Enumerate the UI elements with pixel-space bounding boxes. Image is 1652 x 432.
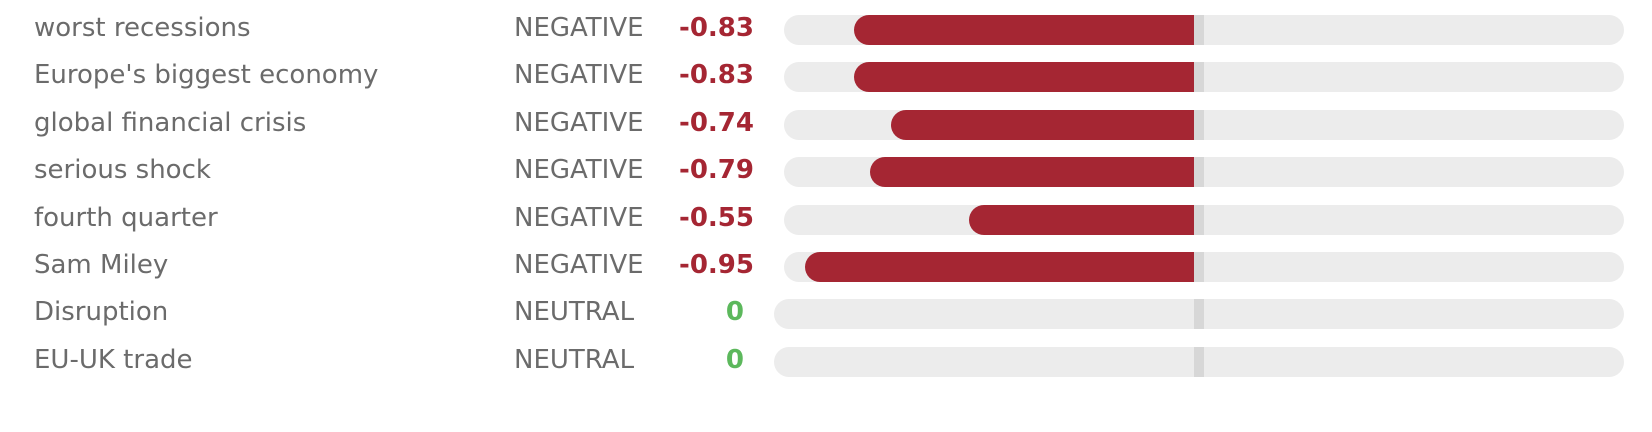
score-bar-fill — [804, 251, 1194, 282]
entity-row: global financial crisis NEGATIVE -0.74 — [0, 100, 1652, 147]
score-bar-track — [784, 15, 1624, 45]
score-bar-fill — [870, 157, 1194, 188]
score-bar-track — [774, 299, 1624, 330]
sentiment-label: NEGATIVE — [514, 202, 644, 233]
entity-row: serious shock NEGATIVE -0.79 — [0, 147, 1652, 194]
score-bar-zero-marker — [1194, 157, 1204, 188]
entity-term: worst recessions — [34, 13, 251, 43]
sentiment-label: NEGATIVE — [514, 107, 644, 138]
score-bar-fill — [853, 62, 1194, 93]
entity-row: fourth quarter NEGATIVE -0.55 — [0, 195, 1652, 242]
entity-row: Europe's biggest economy NEGATIVE -0.83 — [0, 52, 1652, 99]
sentiment-score: -0.74 — [679, 107, 754, 138]
score-bar-fill — [890, 109, 1194, 140]
entity-term: Europe's biggest economy — [34, 60, 379, 91]
score-bar-fill — [853, 15, 1194, 45]
entity-row: Disruption NEUTRAL 0 — [0, 289, 1652, 336]
sentiment-score: 0 — [725, 344, 744, 375]
score-bar-zero-marker — [1194, 204, 1204, 235]
score-bar-zero-marker — [1194, 251, 1204, 282]
score-bar-zero-marker — [1194, 109, 1204, 140]
score-bar-track — [784, 204, 1624, 235]
sentiment-label: NEGATIVE — [514, 249, 644, 280]
entity-term: global financial crisis — [34, 107, 307, 138]
sentiment-label: NEUTRAL — [514, 297, 635, 328]
entity-row: EU-UK trade NEUTRAL 0 — [0, 337, 1652, 384]
score-bar-track — [784, 109, 1624, 140]
score-bar-track — [784, 251, 1624, 282]
entity-term: EU-UK trade — [34, 344, 193, 375]
sentiment-score: -0.55 — [679, 202, 754, 233]
entity-row: worst recessions NEGATIVE -0.83 — [0, 5, 1652, 52]
score-bar-zero-marker — [1194, 346, 1204, 377]
sentiment-score: -0.95 — [679, 249, 754, 280]
entity-term: fourth quarter — [34, 202, 218, 233]
sentiment-label: NEGATIVE — [514, 60, 644, 91]
sentiment-label: NEGATIVE — [514, 13, 644, 43]
score-bar-zero-marker — [1194, 15, 1204, 45]
sentiment-score: -0.83 — [679, 60, 754, 91]
sentiment-label: NEUTRAL — [514, 344, 635, 375]
sentiment-list: worst recessions NEGATIVE -0.83 Europe's… — [0, 5, 1652, 384]
entity-term: Sam Miley — [34, 249, 169, 280]
score-bar-track — [784, 157, 1624, 188]
sentiment-score: -0.83 — [679, 13, 754, 43]
score-bar-zero-marker — [1194, 299, 1204, 330]
sentiment-label: NEGATIVE — [514, 155, 644, 186]
score-bar-track — [784, 62, 1624, 93]
entity-term: serious shock — [34, 155, 211, 186]
sentiment-score: 0 — [725, 297, 744, 328]
entity-row: Sam Miley NEGATIVE -0.95 — [0, 242, 1652, 289]
sentiment-score: -0.79 — [679, 155, 754, 186]
entity-term: Disruption — [34, 297, 169, 328]
score-bar-fill — [968, 204, 1194, 235]
score-bar-track — [774, 346, 1624, 377]
score-bar-zero-marker — [1194, 62, 1204, 93]
